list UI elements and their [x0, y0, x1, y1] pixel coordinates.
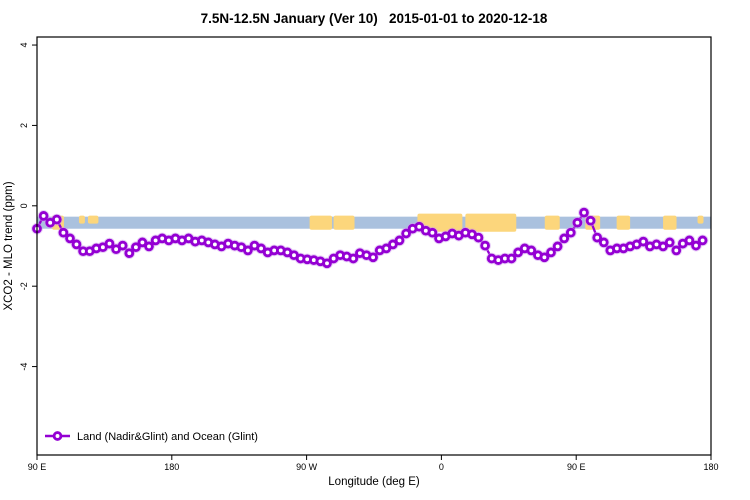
data-point-marker — [658, 241, 668, 252]
data-point-marker — [592, 232, 603, 243]
ocean-band — [37, 216, 711, 229]
data-point-marker — [638, 236, 649, 247]
plot-border — [36, 36, 712, 456]
data-point-marker — [671, 245, 682, 256]
data-point-marker — [394, 235, 405, 246]
x-tick-label: 180 — [703, 462, 718, 472]
data-point-marker — [144, 241, 154, 252]
marker-halo — [584, 214, 597, 227]
data-point-marker — [480, 240, 490, 251]
x-tick-label: 90 W — [296, 462, 318, 472]
data-point-marker — [559, 233, 570, 244]
legend-label: Land (Nadir&Glint) and Ocean (Glint) — [77, 431, 258, 443]
marker-halo — [597, 236, 610, 249]
marker-halo — [57, 226, 70, 239]
data-point-marker — [401, 228, 411, 239]
marker-halo — [70, 238, 83, 251]
data-point-marker — [546, 247, 556, 258]
marker-halo — [564, 226, 577, 239]
data-point-marker — [572, 217, 583, 228]
y-axis-label: XCO2 - MLO trend (ppm) — [3, 181, 15, 310]
y-tick-label: 0 — [19, 203, 29, 208]
data-point-marker — [381, 243, 392, 254]
marker-halo — [696, 234, 709, 247]
land-patch — [465, 213, 517, 232]
ocean-land-band — [37, 213, 711, 232]
data-point-marker — [691, 240, 701, 251]
data-point-marker — [117, 240, 128, 251]
data-point-marker — [697, 235, 708, 246]
y-tick-label: -4 — [19, 363, 29, 371]
marker-halo — [558, 232, 571, 245]
land-patch — [663, 215, 677, 230]
data-point-marker — [513, 247, 523, 258]
marker-halo — [64, 232, 76, 245]
data-point-marker — [51, 214, 62, 225]
land-patch — [333, 215, 355, 230]
data-point-marker — [565, 227, 576, 238]
data-point-marker — [427, 227, 438, 238]
y-tick-label: 2 — [19, 123, 29, 128]
data-point-marker — [58, 227, 69, 238]
data-point-marker — [664, 237, 675, 248]
data-point-marker — [71, 239, 82, 250]
data-point-marker — [552, 241, 563, 252]
data-point-marker — [539, 252, 550, 263]
x-axis-label: Longitude (deg E) — [328, 476, 420, 488]
data-point-marker — [38, 211, 49, 221]
data-point-marker — [598, 237, 609, 248]
axis-ticks: 90 E 180 90 W 0 90 E 180 4 2 0 -2 -4 — [19, 43, 719, 472]
marker-halo — [479, 239, 491, 252]
land-patch — [697, 215, 704, 224]
x-tick-label: 0 — [439, 462, 444, 472]
land-patch — [78, 215, 85, 224]
chart-title: 7.5N-12.5N January (Ver 10) 2015-01-01 t… — [201, 11, 548, 26]
land-patch — [87, 215, 99, 224]
x-tick-label: 90 E — [28, 462, 47, 472]
data-point-marker — [473, 232, 484, 243]
data-series — [31, 206, 709, 270]
marker-halo — [545, 246, 557, 259]
marker-halo — [551, 240, 564, 253]
land-patch — [544, 215, 560, 230]
data-point-marker — [243, 245, 253, 256]
data-point-marker — [348, 253, 359, 264]
data-point-marker — [124, 248, 135, 259]
y-tick-label: -2 — [19, 282, 29, 290]
marker-halo — [578, 206, 590, 219]
marker-halo — [37, 210, 50, 222]
x-tick-label: 90 E — [567, 462, 586, 472]
y-tick-label: 4 — [19, 43, 29, 48]
data-point-marker — [322, 258, 332, 269]
data-point-marker — [368, 252, 378, 263]
marker-halo — [123, 247, 136, 259]
land-patch — [309, 215, 333, 230]
data-point-marker — [684, 235, 695, 246]
legend-marker-icon — [52, 431, 63, 441]
data-point-marker — [104, 238, 115, 249]
x-tick-label: 180 — [164, 462, 179, 472]
land-patch — [616, 215, 631, 230]
marker-halo — [571, 216, 584, 229]
data-point-marker — [388, 239, 398, 250]
marker-halo — [670, 244, 683, 257]
data-point-marker — [137, 237, 148, 248]
legend: Land (Nadir&Glint) and Ocean (Glint) — [45, 431, 258, 443]
data-point-marker — [256, 243, 266, 254]
data-point-marker — [585, 215, 596, 226]
data-point-marker — [131, 242, 141, 253]
data-point-marker — [414, 221, 425, 232]
data-point-marker — [579, 207, 589, 218]
data-point-marker — [506, 253, 517, 264]
data-point-marker — [65, 233, 75, 244]
data-point-marker — [526, 245, 537, 256]
